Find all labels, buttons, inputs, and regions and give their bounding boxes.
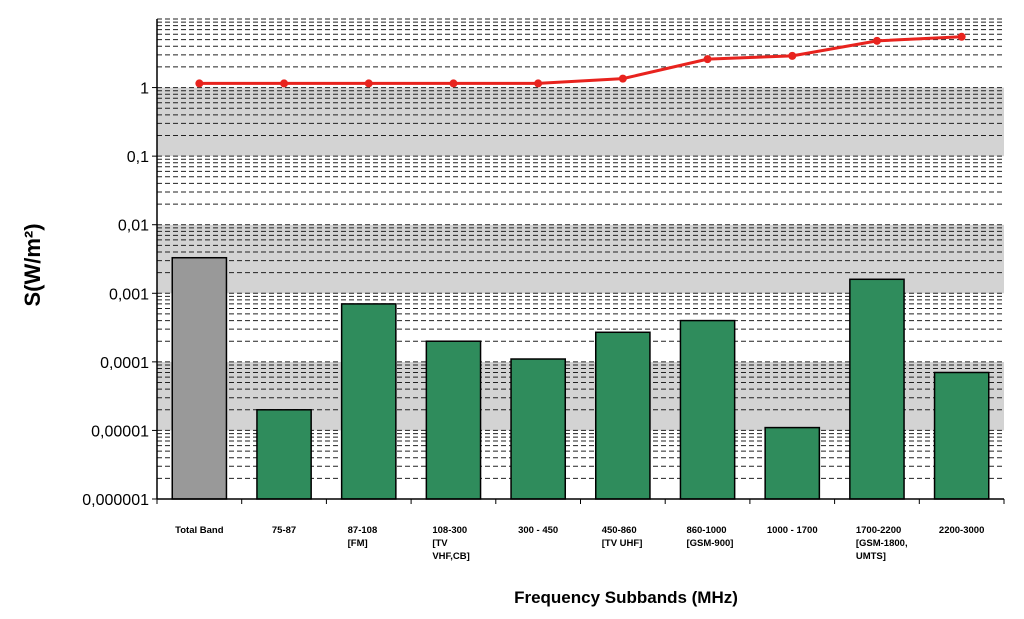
x-tick-label: Total Band [175, 525, 224, 536]
y-tick-label: 0,01 [118, 218, 149, 235]
y-tick-labels: 0,000001 0,00001 0,0001 0,001 0,01 0,1 1 [82, 81, 149, 509]
x-tick-label: UMTS] [856, 551, 886, 562]
x-tick-label: 1700-2200 [856, 525, 901, 536]
x-tick-label: 1000 - 1700 [767, 525, 818, 536]
x-tick-label: 450-860 [602, 525, 637, 536]
x-tick-label: [FM] [348, 538, 368, 549]
y-tick-label: 0,0001 [100, 355, 149, 372]
bar [340, 303, 397, 500]
axes [152, 19, 1005, 504]
x-tick-label: 2200-3000 [939, 525, 984, 536]
x-tick-labels: Total Band 75-87 87-108 [FM] 108-300 [TV VHF,C… [175, 525, 984, 562]
bar [933, 371, 990, 500]
line-point [703, 55, 712, 64]
x-tick-label: 75-87 [272, 525, 296, 536]
grid-band [157, 156, 1004, 225]
line-point [364, 79, 373, 88]
line-point [788, 51, 797, 60]
line-point [449, 79, 458, 88]
x-tick-label: [GSM-900] [686, 538, 733, 549]
line-point [618, 74, 627, 83]
y-axis-title: S(W/m²) [20, 223, 45, 306]
x-tick-label: 108-300 [432, 525, 467, 536]
bar [594, 331, 651, 500]
y-tick-label: 0,00001 [91, 423, 149, 440]
grid-band [157, 87, 1004, 157]
x-tick-label: 860-1000 [686, 525, 726, 536]
bar [764, 426, 821, 500]
bar [510, 358, 567, 500]
x-axis-title: Frequency Subbands (MHz) [514, 588, 738, 607]
y-tick-label: 0,1 [127, 149, 149, 166]
x-tick-label: 87-108 [348, 525, 378, 536]
bar [171, 256, 228, 500]
line-series [199, 35, 962, 85]
grid-band [157, 19, 1004, 88]
x-tick-label: [TV UHF] [602, 538, 643, 549]
x-tick-label: VHF,CB] [432, 551, 469, 562]
bar [425, 340, 482, 500]
bars [171, 256, 990, 500]
line-point [195, 79, 204, 88]
bar [849, 278, 905, 500]
y-tick-label: 0,001 [109, 286, 149, 303]
limit-line [195, 32, 966, 88]
line-point [872, 36, 881, 45]
x-tick-label: 300 - 450 [518, 525, 558, 536]
bar [679, 319, 736, 500]
line-point [957, 32, 966, 41]
x-tick-label: [GSM-1800, [856, 538, 908, 549]
x-tick-label: [TV [432, 538, 448, 549]
y-tick-label: 1 [140, 81, 149, 98]
y-tick-label: 0,000001 [82, 492, 149, 509]
bar [256, 409, 312, 500]
line-point [280, 79, 289, 88]
line-point [534, 79, 543, 88]
